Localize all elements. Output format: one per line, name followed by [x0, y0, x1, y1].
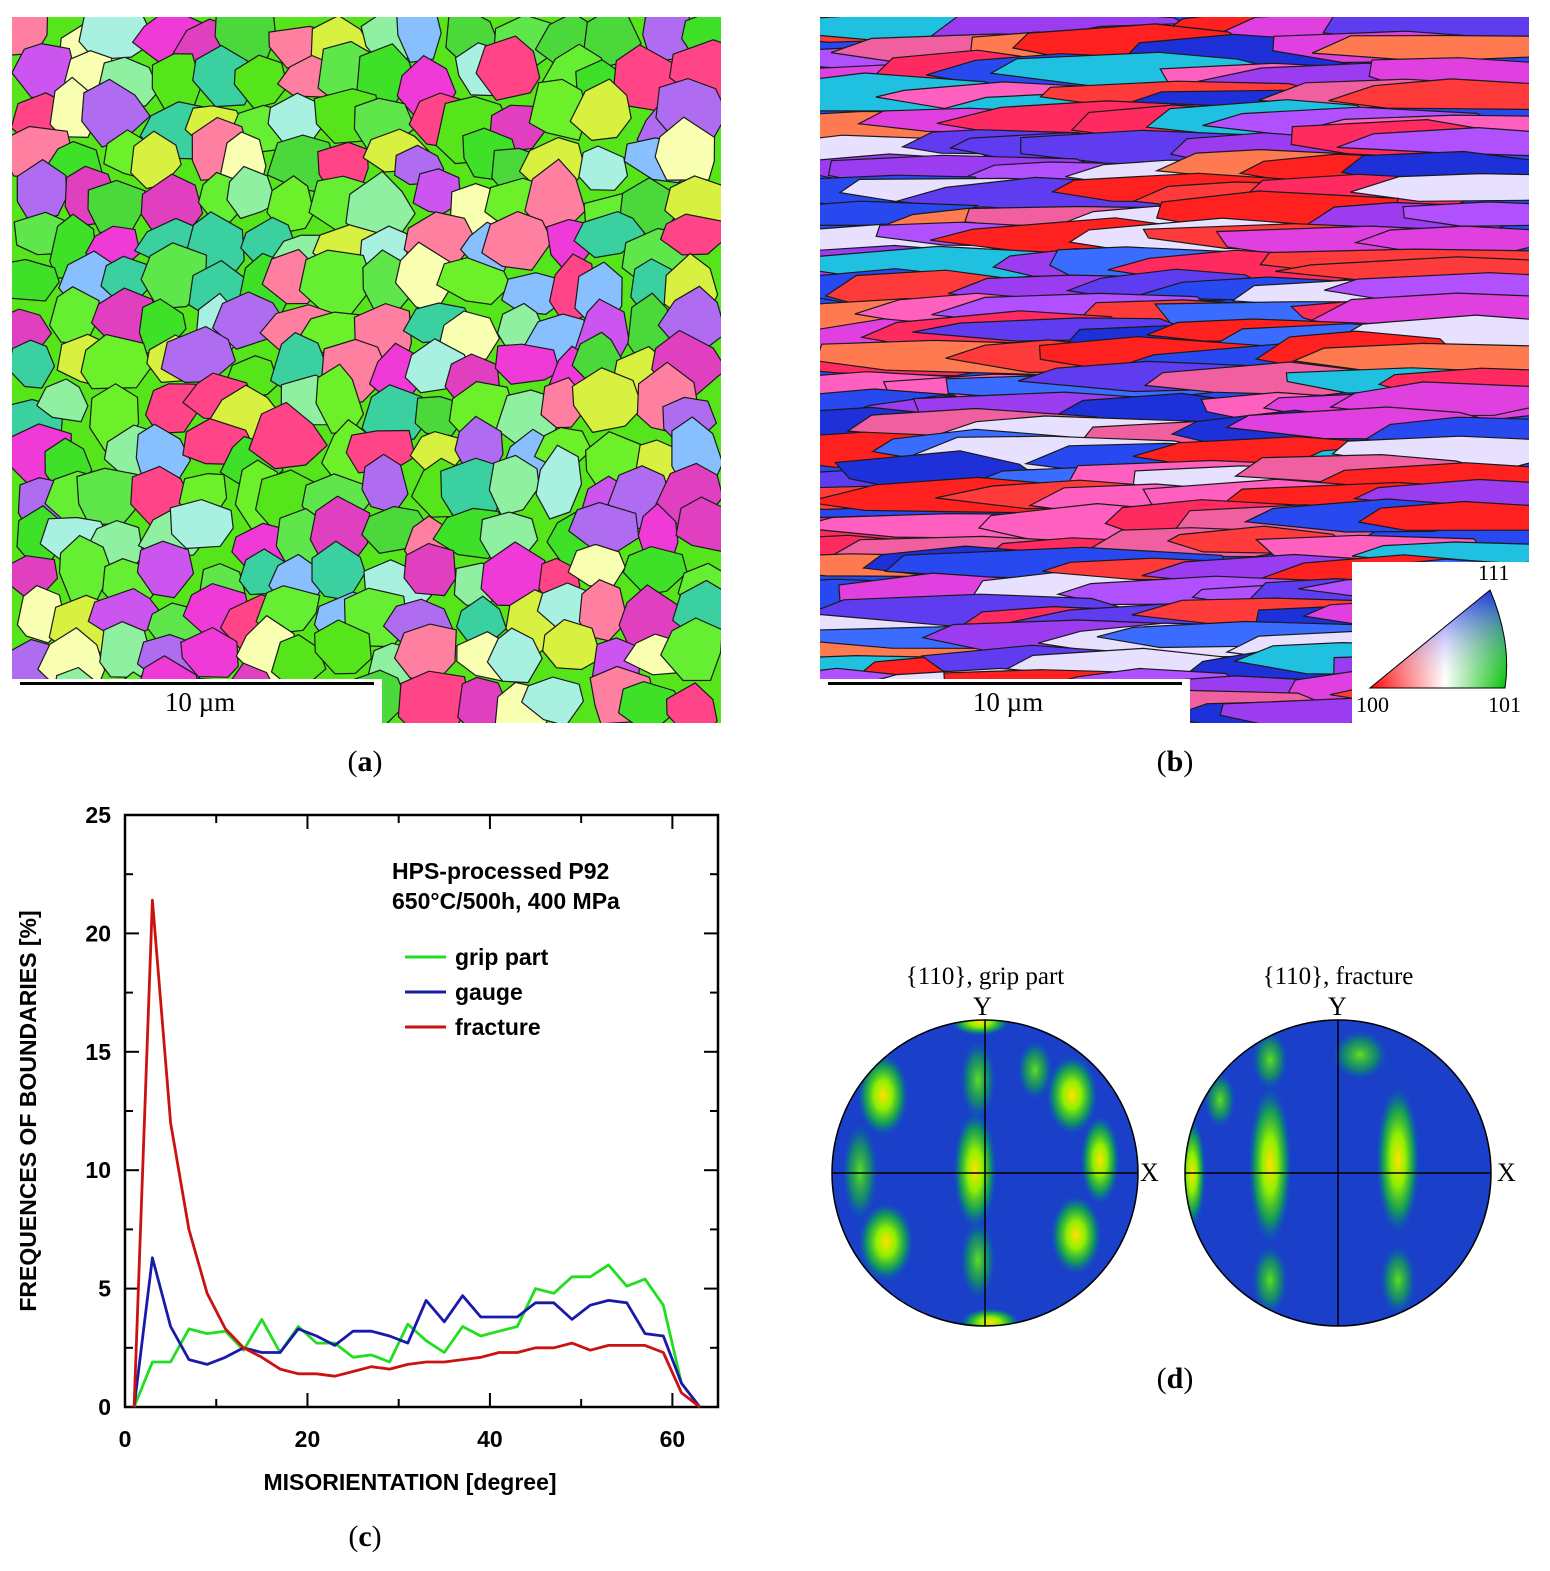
scale-bar-a: 10 µm	[12, 679, 382, 723]
scale-bar-a-label: 10 µm	[164, 687, 236, 717]
grain	[578, 145, 629, 191]
pole-figure-2-title: {110}, fracture	[1262, 963, 1414, 990]
x-tick-label: 20	[295, 1426, 321, 1452]
pole-figure-1-title: {110}, grip part	[905, 963, 1065, 990]
pole-figures-svg	[831, 1019, 1492, 1327]
grain	[313, 619, 372, 675]
legend-label: fracture	[455, 1014, 541, 1040]
grain	[659, 213, 724, 256]
pole-figure-1-x-label: X	[1140, 1158, 1159, 1187]
x-tick-label: 60	[660, 1426, 686, 1452]
scale-bar-b-line	[828, 682, 1182, 685]
caption-d: (d)	[1156, 1362, 1194, 1395]
grain	[1336, 126, 1550, 157]
grain	[192, 44, 254, 108]
series-line-gauge	[132, 1256, 701, 1408]
grain	[1311, 34, 1550, 62]
grain	[571, 367, 644, 434]
caption-a: (a)	[347, 745, 383, 778]
pole-figure-1-y-label: Y	[973, 992, 992, 1021]
grain	[0, 258, 60, 302]
grain	[1328, 78, 1550, 111]
ebsd-map-a-image	[0, 0, 746, 745]
ipf-label-111: 111	[1478, 560, 1510, 585]
pole-figure-2-y-label: Y	[1328, 992, 1347, 1021]
pole-figure-2-x-label: X	[1497, 1158, 1516, 1187]
y-tick-label: 15	[85, 1039, 111, 1065]
chart-annotation-line2: 650°C/500h, 400 MPa	[392, 888, 620, 914]
y-tick-label: 0	[98, 1394, 111, 1420]
pole-figure-1	[831, 1019, 1139, 1327]
grain	[535, 444, 583, 520]
series-line-grip-part	[132, 1263, 701, 1408]
grain	[248, 401, 328, 470]
grain	[233, 54, 289, 109]
grain	[578, 579, 629, 642]
grain	[486, 627, 543, 684]
scale-bar-b-label: 10 µm	[972, 687, 1044, 717]
ipf-triangle	[1368, 589, 1508, 689]
grain	[481, 210, 553, 271]
grain	[488, 454, 540, 517]
grain	[494, 343, 561, 385]
chart-legend: grip part gauge fracture	[405, 944, 549, 1040]
grain	[136, 540, 195, 599]
ebsd-map-b: 10 µm 111 100 101	[701, 4, 1550, 733]
ipf-label-100: 100	[1356, 692, 1389, 717]
grain	[542, 618, 603, 671]
grain	[528, 78, 589, 142]
ipf-label-101: 101	[1488, 692, 1521, 717]
chart-xlabel: MISORIENTATION [degree]	[263, 1469, 556, 1495]
grain	[169, 498, 234, 550]
misorientation-chart: 0 20 40 60 0 5 10 15 20 25 HPS-processed P92 650°…	[0, 790, 760, 1510]
legend-label: grip part	[455, 944, 549, 970]
grain	[180, 626, 239, 678]
caption-c: (c)	[348, 1520, 382, 1553]
pole-figure-2	[1184, 1019, 1492, 1327]
grain	[622, 545, 688, 596]
grain	[144, 383, 200, 434]
caption-b: (b)	[1156, 745, 1194, 778]
y-tick-label: 5	[98, 1276, 111, 1302]
ebsd-map-a: 10 µm	[0, 0, 746, 745]
y-tick-label: 25	[85, 802, 111, 828]
misorientation-chart-svg: 0 20 40 60 0 5 10 15 20 25 HPS-processed P92 650°…	[15, 802, 720, 1495]
grain	[266, 175, 315, 234]
scale-bar-b: 10 µm	[820, 679, 1190, 723]
grain	[475, 35, 541, 101]
chart-annotation-line1: HPS-processed P92	[392, 858, 609, 884]
series-line-fracture	[132, 898, 701, 1409]
grain	[36, 378, 89, 423]
scale-bar-a-line	[20, 682, 374, 685]
chart-ylabel: FREQUENCES OF BOUNDARIES [%]	[15, 910, 41, 1311]
grain	[226, 165, 278, 220]
grain	[569, 78, 632, 142]
x-tick-label: 40	[477, 1426, 503, 1452]
grain	[1357, 500, 1550, 531]
grain	[1350, 172, 1550, 202]
grain	[659, 617, 723, 682]
grain	[436, 257, 512, 306]
grain	[80, 333, 152, 390]
y-tick-label: 20	[85, 920, 111, 946]
x-tick-label: 0	[119, 1426, 132, 1452]
pole-figures: {110}, grip part {110}, fracture Y Y X X	[800, 960, 1540, 1340]
grain	[403, 542, 457, 597]
ipf-color-key: 111 100 101	[1352, 560, 1529, 723]
legend-label: gauge	[455, 979, 523, 1005]
y-tick-label: 10	[85, 1157, 111, 1183]
